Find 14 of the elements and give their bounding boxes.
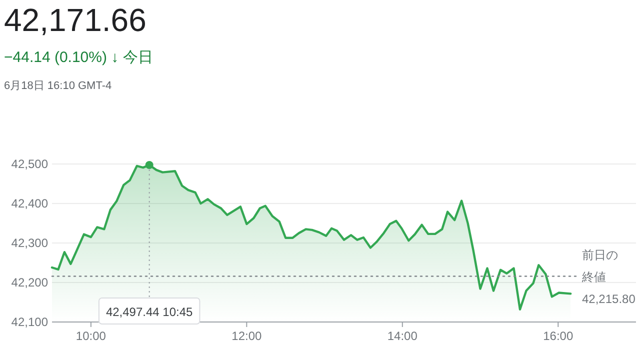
- y-tick-label: 42,300: [11, 236, 48, 250]
- text: 6月18日 16:10 GMT-4: [4, 79, 112, 93]
- subtitle: −44.14 (0.10%) ↓ 今日: [4, 48, 153, 67]
- x-tick-label: 14:00: [387, 329, 418, 343]
- y-tick-label: 42,100: [11, 315, 48, 329]
- x-tick-label: 16:00: [543, 329, 574, 343]
- annotation: 42,497.44 10:45: [106, 305, 194, 319]
- y-tick-label: 42,400: [11, 196, 48, 210]
- y-tick-label: 42,500: [11, 157, 48, 171]
- y-tick-label: 42,200: [11, 276, 48, 290]
- title: 42,171.66: [4, 2, 146, 39]
- ref-line-label: 前日の終値 42,215.80: [582, 247, 636, 308]
- x-tick-label: 10:00: [76, 329, 106, 343]
- x-tick-label: 12:00: [232, 329, 262, 343]
